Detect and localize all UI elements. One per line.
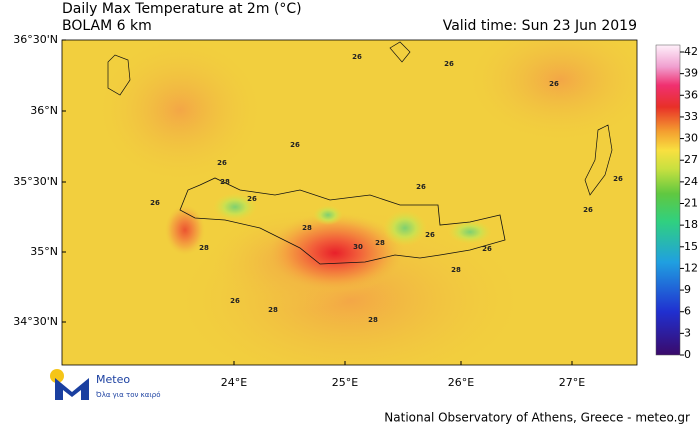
colorbar-label: 24 xyxy=(684,175,698,188)
contour-label: 28 xyxy=(268,306,278,314)
contour-label: 28 xyxy=(220,178,230,186)
contour-label: 28 xyxy=(375,239,385,247)
colorbar-label: 27 xyxy=(684,153,698,166)
lat-label: 35°N xyxy=(30,245,58,258)
colorbar-label: 12 xyxy=(684,261,698,274)
lon-label: 25°E xyxy=(332,376,358,389)
contour-label: 28 xyxy=(199,244,209,252)
title: Daily Max Temperature at 2m (°C) xyxy=(62,1,302,17)
colorbar-label: 0 xyxy=(684,348,691,361)
colorbar-label: 3 xyxy=(684,326,691,339)
colorbar-label: 42 xyxy=(684,45,698,58)
contour-label: 28 xyxy=(302,224,312,232)
colorbar-label: 30 xyxy=(684,132,698,145)
contour-label: 26 xyxy=(150,199,160,207)
colorbar-label: 18 xyxy=(684,218,698,231)
lat-label: 34°30'N xyxy=(13,315,58,328)
colorbar-label: 36 xyxy=(684,88,698,101)
contour-label: 26 xyxy=(549,80,559,88)
lon-label: 24°E xyxy=(221,376,247,389)
map-frame xyxy=(61,39,638,366)
contour-label: 26 xyxy=(247,195,257,203)
colorbar-label: 9 xyxy=(684,283,691,296)
lon-label: 26°E xyxy=(448,376,474,389)
contour-label: 26 xyxy=(217,159,227,167)
logo-tagline: Όλα για τον καιρό xyxy=(95,391,161,399)
contour-label: 26 xyxy=(482,245,492,253)
logo-sun xyxy=(50,369,64,383)
lat-label: 35°30'N xyxy=(13,175,58,188)
contour-label: 26 xyxy=(352,53,362,61)
contour-label: 26 xyxy=(613,175,623,183)
temperature-field xyxy=(62,40,637,365)
colorbar xyxy=(655,44,681,356)
colorbar-label: 33 xyxy=(684,110,698,123)
subtitle: BOLAM 6 km xyxy=(62,18,152,34)
lon-label: 27°E xyxy=(559,376,585,389)
contour-label: 28 xyxy=(451,266,461,274)
lat-label: 36°30'N xyxy=(13,33,58,46)
contour-label: 26 xyxy=(230,297,240,305)
colorbar-label: 39 xyxy=(684,67,698,80)
contour-label: 30 xyxy=(353,243,363,251)
logo-mark xyxy=(55,378,89,400)
colorbar-label: 6 xyxy=(684,305,691,318)
contour-label: 26 xyxy=(416,183,426,191)
contour-label: 26 xyxy=(425,231,435,239)
colorbar-label: 15 xyxy=(684,240,698,253)
contour-label: 26 xyxy=(583,206,593,214)
colorbar-label: 21 xyxy=(684,197,698,210)
logo-name: Meteo xyxy=(96,373,130,386)
contour-label: 26 xyxy=(290,141,300,149)
lat-label: 36°N xyxy=(30,104,58,117)
contour-label: 26 xyxy=(444,60,454,68)
contour-label: 28 xyxy=(368,316,378,324)
footer: National Observatory of Athens, Greece -… xyxy=(384,411,690,425)
valid-time: Valid time: Sun 23 Jun 2019 xyxy=(443,18,637,34)
